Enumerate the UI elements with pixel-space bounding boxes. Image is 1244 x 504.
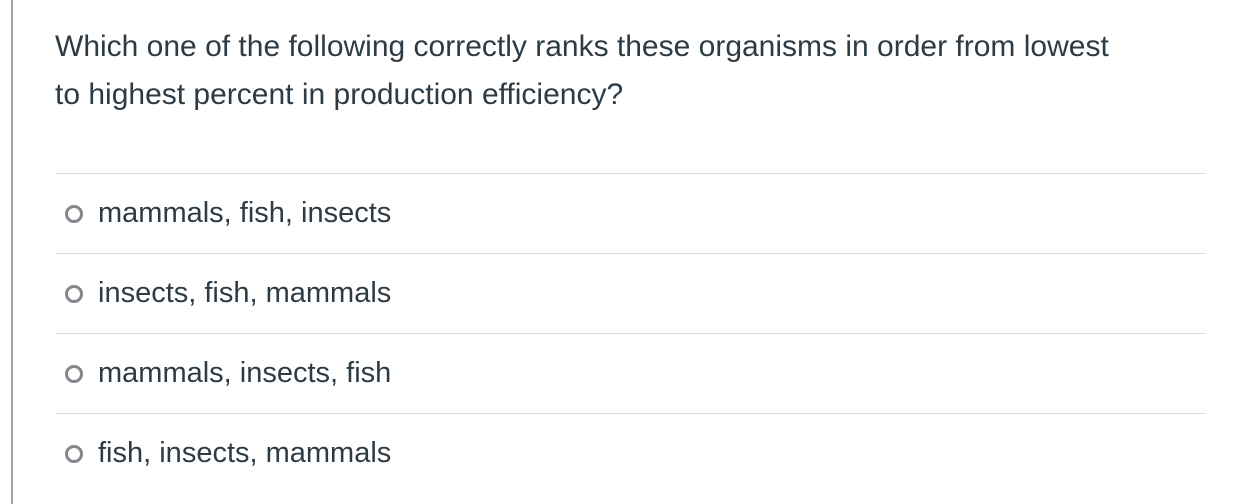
radio-button-icon[interactable] <box>65 204 83 223</box>
answer-row[interactable]: fish, insects, mammals <box>55 413 1206 493</box>
radio-button-icon[interactable] <box>65 284 83 303</box>
answer-row[interactable]: insects, fish, mammals <box>55 253 1206 333</box>
radio-button-icon[interactable] <box>65 444 83 463</box>
answer-label: insects, fish, mammals <box>98 277 392 310</box>
quiz-question-panel: Which one of the following correctly ran… <box>11 0 1244 504</box>
answer-label: fish, insects, mammals <box>98 437 392 470</box>
question-text: Which one of the following correctly ran… <box>55 30 1109 111</box>
answers-list: mammals, fish, insects insects, fish, ma… <box>55 173 1206 493</box>
radio-button-icon[interactable] <box>65 364 83 383</box>
answer-row[interactable]: mammals, insects, fish <box>55 333 1206 413</box>
answer-row[interactable]: mammals, fish, insects <box>55 173 1206 253</box>
answer-label: mammals, fish, insects <box>98 197 392 230</box>
answer-label: mammals, insects, fish <box>98 357 392 390</box>
